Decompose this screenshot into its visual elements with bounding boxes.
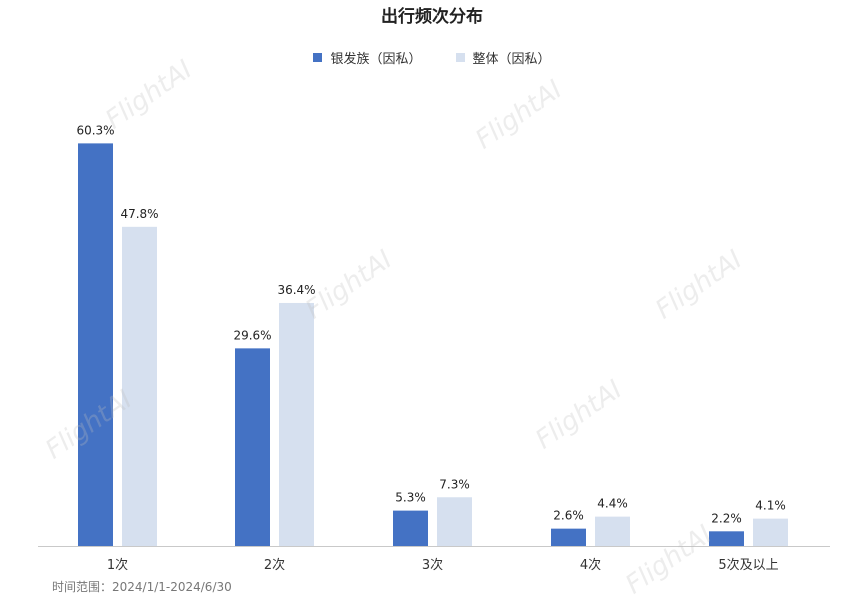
bar-1-5	[709, 531, 744, 546]
legend-item-series-2: 整体（因私）	[455, 48, 551, 67]
data-label-1-2: 29.6%	[233, 328, 271, 342]
bar-2-5	[753, 518, 788, 546]
data-label-1-3: 5.3%	[395, 491, 426, 505]
bar-2-4	[595, 516, 630, 546]
x-tick-label-4: 4次	[580, 557, 601, 573]
legend-item-series-1: 银发族（因私）	[313, 48, 422, 67]
chart-title: 出行频次分布	[381, 7, 483, 27]
data-label-1-5: 2.2%	[711, 511, 742, 525]
data-label-2-2: 36.4%	[277, 283, 315, 297]
data-label-2-4: 4.4%	[597, 497, 628, 511]
legend-label-series-2: 整体（因私）	[472, 52, 551, 67]
bar-1-4	[551, 528, 586, 546]
data-label-2-3: 7.3%	[439, 477, 470, 491]
time-range-note: 时间范围：2024/1/1-2024/6/30	[52, 580, 232, 594]
x-tick-label-2: 2次	[264, 557, 285, 573]
bar-1-2	[235, 348, 270, 546]
bar-1-3	[393, 510, 428, 546]
x-tick-label-1: 1次	[107, 557, 128, 573]
legend-swatch-series-2	[455, 53, 465, 62]
x-tick-label-5: 5次及以上	[718, 557, 778, 573]
chart-legend: 银发族（因私） 整体（因私）	[0, 48, 864, 67]
x-tick-label-3: 3次	[422, 557, 443, 573]
legend-label-series-1: 银发族（因私）	[330, 52, 422, 67]
bar-1-1	[78, 143, 113, 547]
data-label-2-5: 4.1%	[755, 499, 786, 513]
data-label-1-4: 2.6%	[553, 509, 584, 523]
bar-2-2	[279, 302, 314, 546]
bar-2-3	[437, 497, 472, 546]
data-label-1-1: 60.3%	[76, 123, 114, 137]
data-label-2-1: 47.8%	[120, 207, 158, 221]
legend-swatch-series-1	[313, 53, 323, 62]
bar-2-1	[122, 226, 157, 546]
